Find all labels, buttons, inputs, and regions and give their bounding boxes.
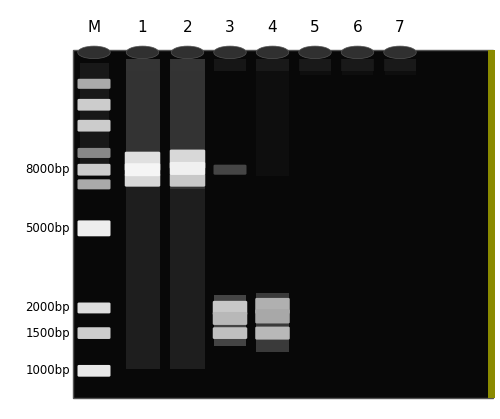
- FancyBboxPatch shape: [80, 63, 108, 176]
- FancyBboxPatch shape: [78, 303, 110, 313]
- FancyBboxPatch shape: [170, 59, 204, 189]
- Text: 1500bp: 1500bp: [26, 326, 70, 340]
- FancyBboxPatch shape: [170, 150, 205, 169]
- FancyBboxPatch shape: [124, 163, 160, 176]
- Text: 8000bp: 8000bp: [26, 163, 70, 176]
- Ellipse shape: [384, 46, 416, 59]
- FancyBboxPatch shape: [78, 120, 110, 132]
- FancyBboxPatch shape: [78, 148, 110, 158]
- FancyBboxPatch shape: [124, 152, 160, 171]
- FancyBboxPatch shape: [126, 184, 160, 369]
- Text: 2000bp: 2000bp: [26, 301, 70, 315]
- FancyBboxPatch shape: [341, 59, 374, 71]
- FancyBboxPatch shape: [256, 59, 289, 71]
- Text: 6: 6: [352, 20, 362, 35]
- FancyBboxPatch shape: [124, 173, 160, 187]
- FancyBboxPatch shape: [171, 59, 204, 71]
- Text: 4: 4: [268, 20, 278, 35]
- Ellipse shape: [78, 46, 110, 59]
- FancyBboxPatch shape: [72, 50, 492, 398]
- FancyBboxPatch shape: [78, 179, 110, 189]
- FancyBboxPatch shape: [256, 327, 290, 339]
- FancyBboxPatch shape: [299, 59, 332, 71]
- FancyBboxPatch shape: [126, 59, 158, 71]
- FancyBboxPatch shape: [214, 59, 246, 71]
- FancyBboxPatch shape: [78, 79, 110, 89]
- Text: 1000bp: 1000bp: [26, 364, 70, 378]
- Ellipse shape: [256, 46, 289, 59]
- FancyBboxPatch shape: [214, 295, 246, 346]
- Text: 3: 3: [225, 20, 235, 35]
- FancyBboxPatch shape: [78, 365, 110, 377]
- FancyBboxPatch shape: [214, 165, 246, 175]
- Ellipse shape: [299, 46, 331, 59]
- FancyBboxPatch shape: [256, 59, 289, 176]
- FancyBboxPatch shape: [170, 173, 205, 187]
- Text: M: M: [88, 20, 101, 35]
- FancyBboxPatch shape: [300, 59, 330, 75]
- FancyBboxPatch shape: [384, 59, 416, 71]
- FancyBboxPatch shape: [170, 189, 204, 369]
- FancyBboxPatch shape: [78, 327, 110, 339]
- FancyBboxPatch shape: [256, 293, 289, 352]
- FancyBboxPatch shape: [78, 164, 110, 176]
- FancyBboxPatch shape: [213, 312, 247, 325]
- Ellipse shape: [341, 46, 374, 59]
- Text: 7: 7: [395, 20, 405, 35]
- FancyBboxPatch shape: [78, 220, 110, 236]
- Ellipse shape: [214, 46, 246, 59]
- Text: 5000bp: 5000bp: [26, 222, 70, 235]
- FancyBboxPatch shape: [488, 50, 495, 398]
- FancyBboxPatch shape: [384, 59, 416, 75]
- FancyBboxPatch shape: [170, 162, 205, 175]
- FancyBboxPatch shape: [126, 59, 160, 184]
- Ellipse shape: [126, 46, 159, 59]
- Text: 5: 5: [310, 20, 320, 35]
- Ellipse shape: [171, 46, 204, 59]
- FancyBboxPatch shape: [213, 301, 247, 315]
- FancyBboxPatch shape: [342, 59, 373, 75]
- FancyBboxPatch shape: [256, 298, 290, 314]
- Text: 2: 2: [182, 20, 192, 35]
- FancyBboxPatch shape: [78, 99, 110, 111]
- Text: 1: 1: [138, 20, 147, 35]
- FancyBboxPatch shape: [213, 327, 247, 339]
- FancyBboxPatch shape: [256, 309, 290, 323]
